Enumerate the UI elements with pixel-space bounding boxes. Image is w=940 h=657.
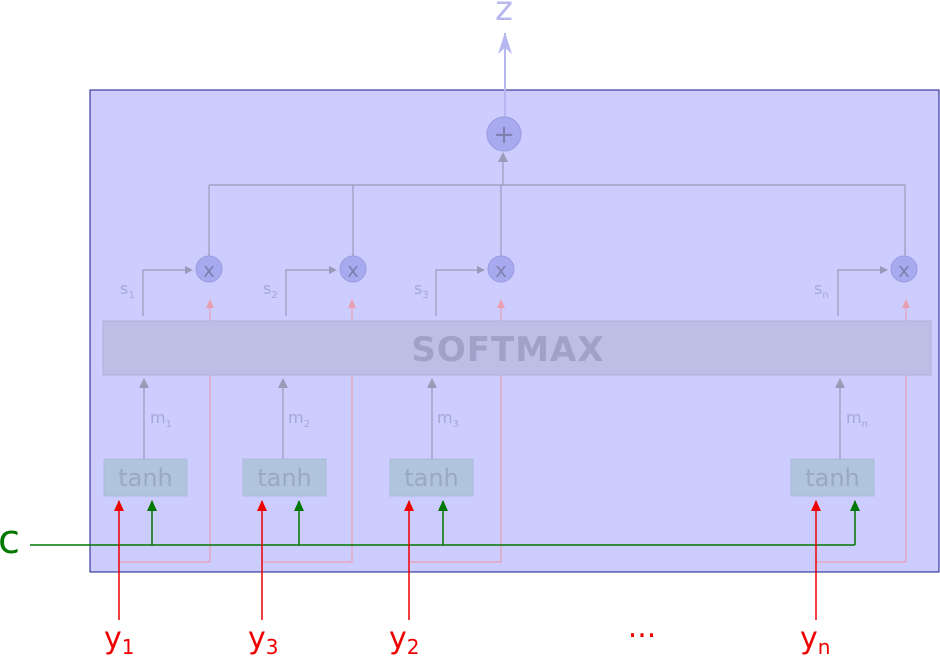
svg-text:tanh: tanh bbox=[805, 464, 860, 492]
y-passthrough-n bbox=[816, 299, 910, 563]
softmax-bar bbox=[102, 320, 932, 376]
tanh-box-1: tanh bbox=[103, 458, 188, 497]
svg-text:tanh: tanh bbox=[257, 464, 312, 492]
svg-text:x: x bbox=[347, 258, 359, 282]
m-label-n: mn bbox=[846, 408, 868, 430]
y-label-3: y2 bbox=[389, 621, 420, 657]
y-passthrough-2 bbox=[263, 299, 356, 563]
multiply-node-2: x bbox=[339, 255, 367, 283]
svg-text:tanh: tanh bbox=[404, 464, 459, 492]
tanh-box-2: tanh bbox=[242, 458, 327, 497]
multiply-node-n: x bbox=[890, 255, 918, 283]
multiply-node-1: x bbox=[195, 255, 223, 283]
y-label-2: y3 bbox=[248, 621, 279, 657]
svg-text:x: x bbox=[495, 258, 507, 282]
s-label-3: s3 bbox=[414, 279, 429, 301]
output-label: z bbox=[495, 0, 513, 29]
s-arrow-1 bbox=[142, 266, 193, 316]
y-passthrough-1 bbox=[120, 299, 214, 563]
y-passthrough-3 bbox=[410, 299, 505, 563]
sum-symbol: + bbox=[493, 120, 515, 150]
tanh-box-n: tanh bbox=[790, 458, 875, 497]
svg-text:x: x bbox=[898, 258, 910, 282]
sum-node bbox=[486, 116, 522, 152]
s-arrow-2 bbox=[285, 266, 337, 316]
m-label-1: m1 bbox=[150, 408, 172, 430]
y-label-n: yn bbox=[800, 621, 830, 657]
svg-text:tanh: tanh bbox=[118, 464, 173, 492]
m-label-2: m2 bbox=[288, 408, 310, 430]
multiply-node-3: x bbox=[487, 255, 515, 283]
y-label-1: y1 bbox=[104, 621, 135, 657]
s-arrow-3 bbox=[435, 266, 485, 316]
s-label-1: s1 bbox=[120, 279, 135, 301]
m-label-3: m3 bbox=[437, 408, 459, 430]
s-arrow-n bbox=[837, 266, 888, 316]
s-label-n: sn bbox=[814, 279, 829, 301]
tanh-box-3: tanh bbox=[389, 458, 474, 497]
s-label-2: s2 bbox=[263, 279, 278, 301]
softmax-label: SOFTMAX bbox=[411, 330, 604, 370]
svg-text:x: x bbox=[203, 258, 215, 282]
context-label: c bbox=[0, 517, 20, 563]
ellipsis: ... bbox=[628, 610, 657, 645]
